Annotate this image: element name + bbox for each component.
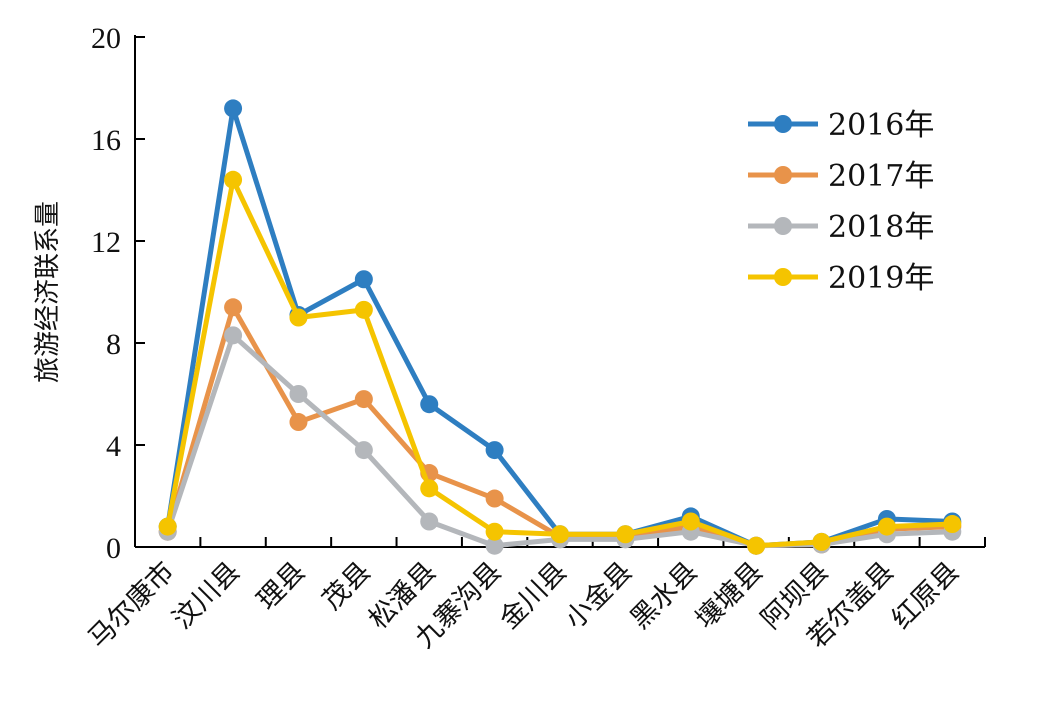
data-point bbox=[485, 441, 504, 460]
legend-label: 2018年 bbox=[828, 210, 934, 245]
data-point bbox=[224, 99, 243, 118]
x-category-label: 金川县 bbox=[494, 556, 573, 635]
data-point bbox=[224, 326, 243, 345]
data-point bbox=[354, 441, 373, 460]
legend-label: 2016年 bbox=[828, 108, 934, 143]
data-point bbox=[551, 525, 569, 544]
x-category-label: 小金县 bbox=[559, 556, 638, 635]
series-line bbox=[165, 304, 953, 549]
legend-label: 2019年 bbox=[828, 261, 934, 296]
legend-label: 2017年 bbox=[828, 159, 934, 194]
data-point bbox=[616, 525, 635, 544]
data-point bbox=[420, 479, 439, 498]
data-point bbox=[289, 413, 308, 432]
x-category-label: 壤塘县 bbox=[690, 556, 769, 635]
legend-item: 2016年 bbox=[748, 108, 934, 143]
y-tick-label: 16 bbox=[91, 124, 121, 157]
legend-item: 2019年 bbox=[748, 261, 934, 296]
legend-item: 2018年 bbox=[748, 210, 934, 245]
data-point bbox=[224, 170, 243, 189]
data-point bbox=[943, 515, 962, 534]
y-ticks: 0 4 8 12 16 20 bbox=[91, 22, 145, 565]
y-tick-label: 4 bbox=[106, 430, 121, 463]
data-point bbox=[485, 536, 504, 555]
y-tick-label: 8 bbox=[106, 328, 121, 361]
data-point bbox=[354, 390, 373, 409]
data-point bbox=[812, 532, 831, 551]
data-point bbox=[485, 522, 504, 541]
series-line bbox=[165, 332, 953, 549]
series-2019年 bbox=[158, 170, 962, 555]
x-category-label: 理县 bbox=[251, 556, 311, 616]
legend-marker bbox=[774, 217, 792, 235]
y-tick-label: 20 bbox=[91, 22, 121, 55]
legend: 2016年 2017年 2018年 2019年 bbox=[748, 108, 934, 296]
data-point bbox=[877, 517, 896, 536]
data-point bbox=[224, 298, 243, 317]
legend-item: 2017年 bbox=[748, 159, 934, 194]
y-axis-label: 旅游经济联系量 bbox=[33, 201, 63, 383]
data-point bbox=[681, 512, 700, 531]
legend-marker bbox=[774, 115, 792, 133]
data-point bbox=[354, 300, 373, 319]
series-group bbox=[158, 99, 962, 555]
data-point bbox=[747, 536, 766, 555]
data-point bbox=[485, 489, 504, 508]
x-category-label: 黑水县 bbox=[625, 556, 704, 635]
legend-marker bbox=[774, 268, 792, 286]
data-point bbox=[158, 517, 177, 536]
y-tick-label: 0 bbox=[106, 532, 121, 565]
y-tick-label: 12 bbox=[91, 226, 121, 259]
data-point bbox=[420, 512, 439, 531]
data-point bbox=[289, 308, 308, 327]
x-category-label: 红原县 bbox=[886, 556, 965, 635]
x-category-label: 马尔康市 bbox=[82, 556, 180, 654]
data-point bbox=[420, 395, 439, 414]
legend-marker bbox=[774, 166, 792, 184]
series-2018年 bbox=[158, 326, 962, 555]
data-point bbox=[354, 270, 373, 289]
series-2017年 bbox=[158, 298, 962, 555]
data-point bbox=[289, 385, 308, 403]
x-category-label: 汶川县 bbox=[167, 556, 246, 635]
